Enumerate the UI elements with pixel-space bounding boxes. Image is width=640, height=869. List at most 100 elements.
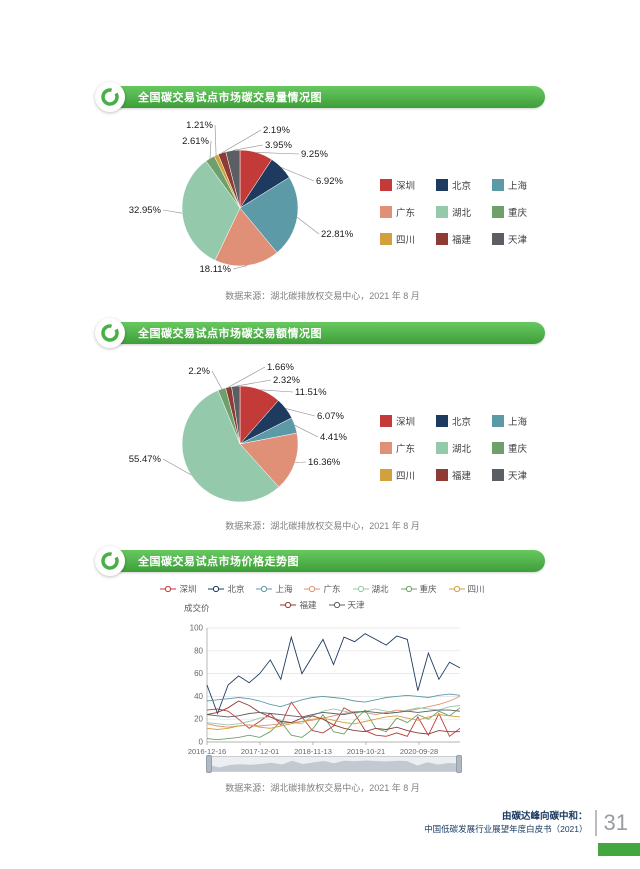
- section-bullet-icon: [95, 546, 125, 576]
- line-legend-item: 上海: [256, 583, 292, 595]
- page-number: 31: [603, 810, 628, 835]
- legend-swatch: [492, 415, 504, 427]
- legend-item: 北京: [436, 178, 492, 192]
- label-leader-line: [294, 461, 307, 463]
- legend-swatch: [436, 233, 448, 245]
- line-legend-item: 福建: [280, 599, 317, 611]
- series-line: [206, 714, 461, 730]
- series-line: [206, 701, 461, 737]
- legend-item: 湖北: [436, 205, 492, 219]
- pie-percentage-label: 55.47%: [129, 454, 162, 465]
- label-leader-line: [162, 209, 183, 214]
- section-bullet-icon: [95, 318, 125, 348]
- pie-percentage-label: 2.2%: [188, 366, 210, 377]
- pie-slice: [181, 389, 280, 503]
- datazoom-left-handle: [206, 755, 212, 773]
- footer-subtitle: 中国低碳发展行业展望年度白皮书（2021）: [424, 823, 588, 834]
- legend-item: 深圳: [380, 414, 436, 428]
- pie-legend-volume: 深圳 北京 上海 广东 湖北 重庆 四川 福建 天津: [380, 178, 548, 246]
- section-title: 全国碳交易试点市场碳交易量情况图: [138, 92, 322, 104]
- legend-label: 深圳: [396, 417, 416, 428]
- pie-percentage-label: 6.07%: [317, 411, 344, 422]
- series-line: [206, 693, 461, 708]
- line-marker-icon: [352, 585, 369, 593]
- legend-label: 福建: [299, 600, 317, 610]
- source-note: 数据来源：湖北碳排放权交易中心，2021 年 8 月: [225, 521, 420, 531]
- pie-legend-amount: 深圳 北京 上海 广东 湖北 重庆 四川 福建 天津: [380, 414, 548, 482]
- legend-item: 湖北: [436, 441, 492, 455]
- legend-item: 广东: [380, 205, 436, 219]
- legend-swatch: [436, 179, 448, 191]
- legend-item: 四川: [380, 232, 436, 246]
- y-tick-label: 60: [194, 669, 203, 678]
- pie-percentage-label: 9.25%: [301, 149, 328, 160]
- legend-item: 深圳: [380, 178, 436, 192]
- label-leader-line: [294, 425, 319, 438]
- legend-swatch: [380, 206, 392, 218]
- pie-percentage-label: 1.21%: [186, 120, 213, 131]
- legend-label: 天津: [508, 471, 528, 482]
- legend-swatch: [380, 179, 392, 191]
- pie-slice: [214, 207, 278, 267]
- label-leader-line: [235, 379, 272, 387]
- legend-label: 北京: [452, 181, 472, 192]
- label-leader-line: [211, 370, 223, 390]
- line-marker-icon: [328, 601, 345, 609]
- y-tick-label: 20: [194, 715, 203, 724]
- legend-label: 广东: [396, 444, 416, 455]
- label-leader-line: [221, 129, 262, 154]
- legend-item: 天津: [492, 232, 548, 246]
- legend-label: 湖北: [371, 584, 389, 594]
- pie-percentage-label: 2.32%: [273, 375, 300, 386]
- legend-label: 深圳: [179, 584, 197, 594]
- legend-item: 福建: [436, 468, 492, 482]
- pie-slice: [231, 385, 241, 445]
- pie-percentage-label: 4.41%: [320, 432, 347, 443]
- legend-label: 福建: [452, 235, 472, 246]
- series-line: [206, 633, 461, 715]
- series-line: [206, 709, 461, 718]
- legend-label: 重庆: [508, 444, 528, 455]
- legend-swatch: [492, 206, 504, 218]
- legend-swatch: [436, 442, 448, 454]
- label-leader-line: [232, 144, 264, 151]
- pie-percentage-label: 32.95%: [129, 205, 162, 216]
- label-leader-line: [260, 389, 294, 393]
- legend-swatch: [492, 233, 504, 245]
- x-tick-label: 2018-11-13: [294, 747, 332, 756]
- legend-label: 重庆: [508, 208, 528, 219]
- pie-slice: [239, 432, 299, 488]
- label-leader-line: [162, 458, 192, 476]
- line-legend-item: 湖北: [352, 583, 389, 595]
- legend-label: 天津: [347, 600, 365, 610]
- legend-swatch: [380, 415, 392, 427]
- legend-item: 重庆: [492, 205, 548, 219]
- section-header: 全国碳交易试点市场碳交易量情况图: [95, 82, 545, 112]
- pie-chart-volume: 9.25% 6.92% 22.81% 18.11% 32.95% 2.61% 1.21% 2.…: [129, 120, 354, 275]
- source-note: 数据来源：湖北碳排放权交易中心，2021 年 8 月: [225, 783, 420, 793]
- page-footer: 由碳达峰向碳中和： 中国低碳发展行业展望年度白皮书（2021） 31: [424, 810, 628, 836]
- legend-label: 北京: [452, 417, 472, 428]
- label-leader-line: [214, 124, 217, 156]
- section-bullet-icon: [95, 82, 125, 112]
- source-note: 数据来源：湖北碳排放权交易中心，2021 年 8 月: [225, 291, 420, 301]
- page-edge-tab: [598, 843, 640, 856]
- label-leader-line: [256, 152, 300, 155]
- legend-item: 上海: [492, 414, 548, 428]
- datazoom-preview: [209, 760, 459, 771]
- pie-percentage-label: 3.95%: [265, 140, 292, 151]
- section-header: 全国碳交易试点市场价格走势图: [95, 546, 545, 576]
- legend-item: 天津: [492, 468, 548, 482]
- legend-label: 四川: [396, 235, 416, 246]
- y-tick-label: 100: [190, 624, 204, 633]
- line-legend-item: 四川: [448, 583, 485, 595]
- line-marker-icon: [160, 585, 177, 593]
- label-leader-line: [285, 408, 316, 417]
- legend-swatch: [436, 469, 448, 481]
- datazoom-right-handle: [456, 755, 462, 773]
- legend-item: 北京: [436, 414, 492, 428]
- datazoom-silhouette: [209, 760, 459, 771]
- y-axis-title: 成交价: [184, 603, 210, 613]
- legend-label: 湖北: [452, 208, 472, 219]
